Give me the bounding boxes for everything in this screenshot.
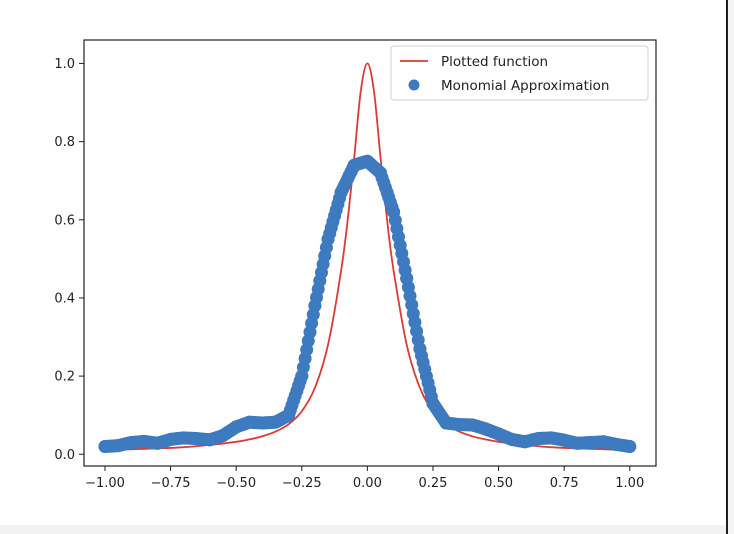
data-point (360, 154, 374, 168)
data-point (269, 415, 282, 429)
y-tick-label: 0.6 (54, 213, 75, 228)
data-point (570, 436, 584, 450)
data-point (124, 436, 138, 450)
x-tick-label: 0.25 (418, 476, 447, 491)
x-tick-label: −0.75 (151, 476, 191, 491)
data-point (544, 431, 558, 445)
data-point (478, 422, 492, 436)
x-tick-label: 0.50 (484, 476, 513, 491)
data-point (610, 438, 624, 451)
data-point (229, 420, 243, 434)
x-tick-label: −0.25 (282, 476, 322, 491)
x-tick-label: 1.00 (615, 476, 644, 491)
chart-svg: −1.00 −0.75 −0.50 −0.25 0.00 0.25 0.50 0.75 1.00… (54, 39, 657, 491)
data-point (308, 299, 322, 313)
y-tick-label: 1.0 (54, 57, 75, 72)
data-point (597, 435, 610, 449)
data-point (111, 439, 125, 453)
data-point (531, 432, 545, 446)
data-point (413, 342, 427, 356)
data-point (518, 435, 532, 449)
figure: −1.00 −0.75 −0.50 −0.25 0.00 0.25 0.50 0.75 1.00… (54, 39, 657, 491)
y-axis: 0.0 0.2 0.4 0.6 0.8 1.0 (54, 57, 84, 463)
data-point (321, 232, 335, 246)
data-point (465, 418, 479, 432)
data-point (400, 271, 414, 285)
data-point (190, 432, 204, 446)
y-tick-label: 0.4 (54, 291, 75, 306)
data-point (282, 408, 296, 422)
y-tick-label: 0.8 (54, 135, 75, 150)
panel-divider (726, 0, 728, 534)
legend-label-monomial-approximation: Monomial Approximation (441, 78, 609, 94)
side-panel-edge (728, 0, 734, 534)
series-line-plotted-function (104, 62, 630, 452)
data-point (374, 166, 387, 180)
data-point (347, 158, 361, 172)
data-point (387, 205, 401, 219)
data-point (295, 369, 309, 383)
y-tick-label: 0.2 (54, 370, 75, 385)
legend-box (390, 45, 649, 101)
data-point (177, 431, 191, 445)
legend-marker-swatch (408, 79, 420, 91)
legend: Plotted function Monomial Approximation (390, 45, 649, 101)
data-point (583, 436, 597, 450)
data-point (137, 434, 151, 448)
data-point (439, 416, 453, 430)
data-point (452, 418, 466, 432)
data-point (334, 185, 348, 199)
data-point (151, 436, 164, 450)
data-point (557, 433, 571, 447)
data-point (623, 440, 637, 453)
x-tick-label: 0.00 (353, 476, 382, 491)
y-tick-label: 0.0 (54, 448, 75, 463)
x-tick-label: −1.00 (85, 476, 125, 491)
series-markers-monomial-approximation (98, 154, 637, 453)
data-point (242, 415, 256, 429)
data-point (216, 429, 230, 442)
data-point (98, 440, 112, 453)
x-tick-label: 0.75 (550, 476, 579, 491)
bottom-toolbar-strip (0, 525, 726, 534)
data-point (164, 432, 178, 446)
data-point (505, 432, 519, 446)
x-tick-label: −0.50 (216, 476, 256, 491)
data-point (492, 427, 506, 441)
data-point (203, 433, 217, 447)
plot-content (98, 62, 637, 453)
data-point (255, 416, 269, 430)
data-point (426, 397, 440, 410)
legend-label-plotted-function: Plotted function (441, 54, 548, 70)
axes-frame (83, 39, 657, 467)
x-axis: −1.00 −0.75 −0.50 −0.25 0.00 0.25 0.50 0.75 1.00 (85, 466, 644, 491)
